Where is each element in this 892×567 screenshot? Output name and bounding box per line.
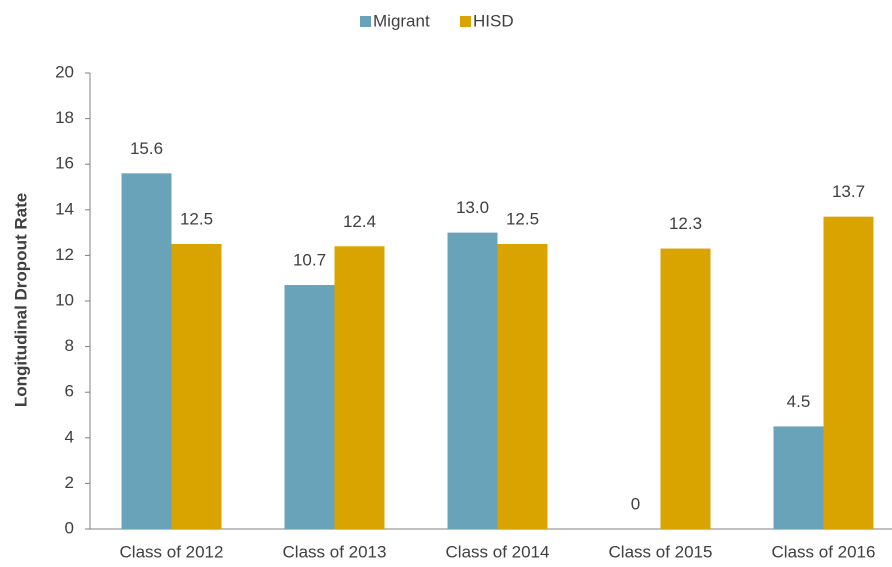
bar	[121, 173, 172, 529]
x-tick-label: Class of 2012	[120, 542, 224, 561]
bar	[447, 232, 498, 529]
bar	[773, 426, 824, 529]
value-label: 15.6	[130, 139, 163, 158]
y-tick-label: 8	[65, 336, 74, 355]
legend-swatch	[360, 16, 371, 27]
x-tick-label: Class of 2015	[609, 542, 713, 561]
bar	[284, 285, 335, 529]
legend-swatch	[460, 16, 471, 27]
bar	[660, 248, 711, 529]
bar	[497, 244, 548, 529]
bar	[171, 244, 222, 529]
y-tick-label: 0	[65, 518, 74, 537]
value-label: 12.5	[506, 209, 539, 228]
legend-label: HISD	[473, 11, 514, 30]
value-label: 13.0	[456, 198, 489, 217]
value-label: 4.5	[787, 392, 811, 411]
value-label: 12.5	[180, 209, 213, 228]
value-label: 10.7	[293, 251, 326, 270]
value-label: 12.3	[669, 214, 702, 233]
y-tick-label: 4	[65, 427, 74, 446]
y-tick-label: 6	[65, 382, 74, 401]
bar	[334, 246, 385, 529]
y-tick-label: 14	[55, 199, 74, 218]
y-axis-label: Longitudinal Dropout Rate	[11, 193, 30, 407]
y-tick-label: 16	[55, 154, 74, 173]
legend-label: Migrant	[373, 11, 430, 30]
y-tick-label: 2	[65, 473, 74, 492]
y-tick-label: 12	[55, 245, 74, 264]
x-tick-label: Class of 2016	[772, 542, 876, 561]
y-tick-label: 18	[55, 108, 74, 127]
x-tick-label: Class of 2013	[283, 542, 387, 561]
y-tick-label: 20	[55, 62, 74, 81]
value-label: 12.4	[343, 212, 376, 231]
y-tick-label: 10	[55, 290, 74, 309]
bar	[823, 216, 874, 529]
x-tick-label: Class of 2014	[446, 542, 550, 561]
value-label: 0	[631, 494, 640, 513]
value-label: 13.7	[832, 182, 865, 201]
